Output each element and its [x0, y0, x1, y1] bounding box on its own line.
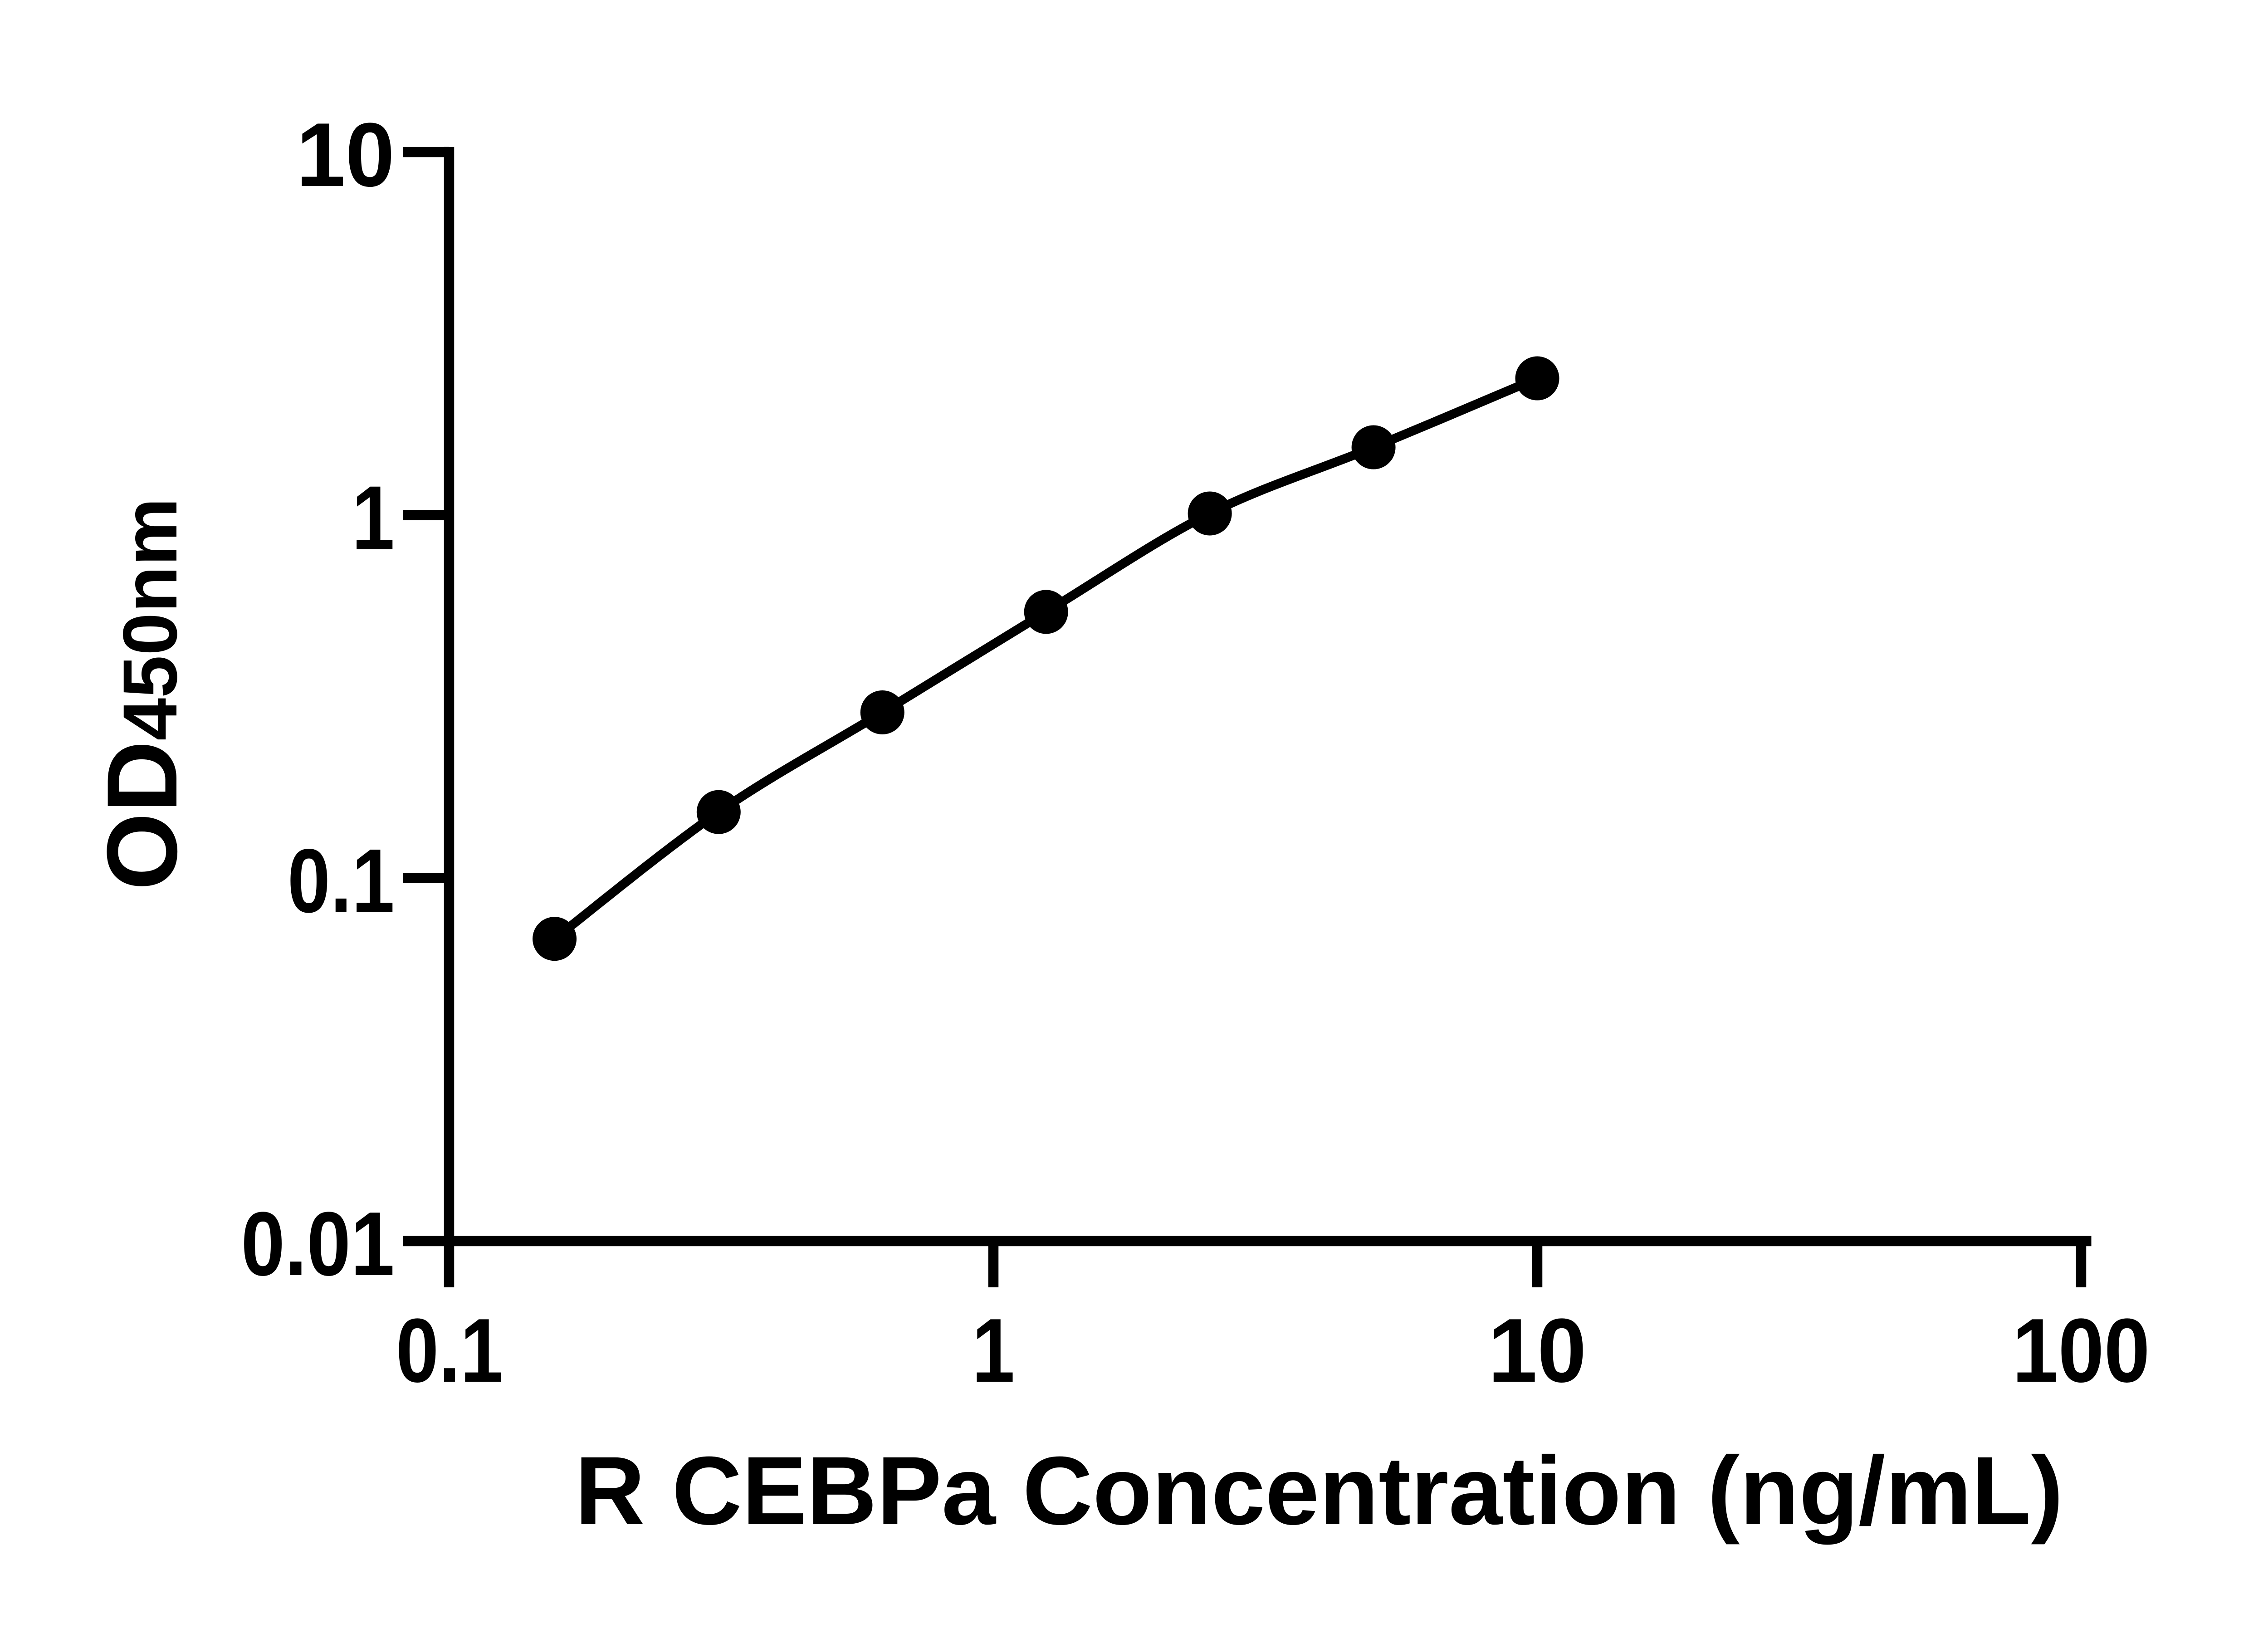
data-series — [533, 356, 1559, 961]
y-tick-labels: 0.01 0.1 1 10 — [241, 104, 395, 1295]
tick-marks — [403, 147, 2087, 1287]
data-point-markers — [533, 356, 1559, 961]
y-axis-title-main: OD — [86, 741, 198, 890]
x-tick-label-0.1: 0.1 — [396, 1300, 503, 1401]
y-axis-title-subscript: 450nm — [107, 498, 193, 740]
x-axis-title: R CEBPa Concentration (ng/mL) — [575, 1437, 2063, 1545]
x-tick-labels: 0.1 1 10 100 — [396, 1300, 2150, 1401]
x-tick-label-1: 1 — [972, 1300, 1015, 1401]
data-point-5 — [1351, 425, 1396, 469]
y-tick-label-0.1: 0.1 — [288, 831, 395, 932]
data-point-1.25 — [1024, 590, 1068, 634]
y-tick-label-0.01: 0.01 — [241, 1193, 395, 1295]
x-tick-label-10: 10 — [1488, 1300, 1587, 1401]
data-point-10 — [1515, 356, 1559, 401]
data-point-2.5 — [1188, 491, 1232, 536]
axes — [403, 147, 2092, 1287]
y-tick-label-10: 10 — [296, 104, 395, 205]
data-point-0.3125 — [696, 790, 741, 834]
data-point-0.156 — [533, 917, 577, 961]
x-tick-label-100: 100 — [2012, 1300, 2150, 1401]
y-axis-title: OD450nm — [86, 498, 198, 890]
data-point-0.625 — [860, 690, 904, 734]
y-tick-label-1: 1 — [352, 467, 395, 568]
